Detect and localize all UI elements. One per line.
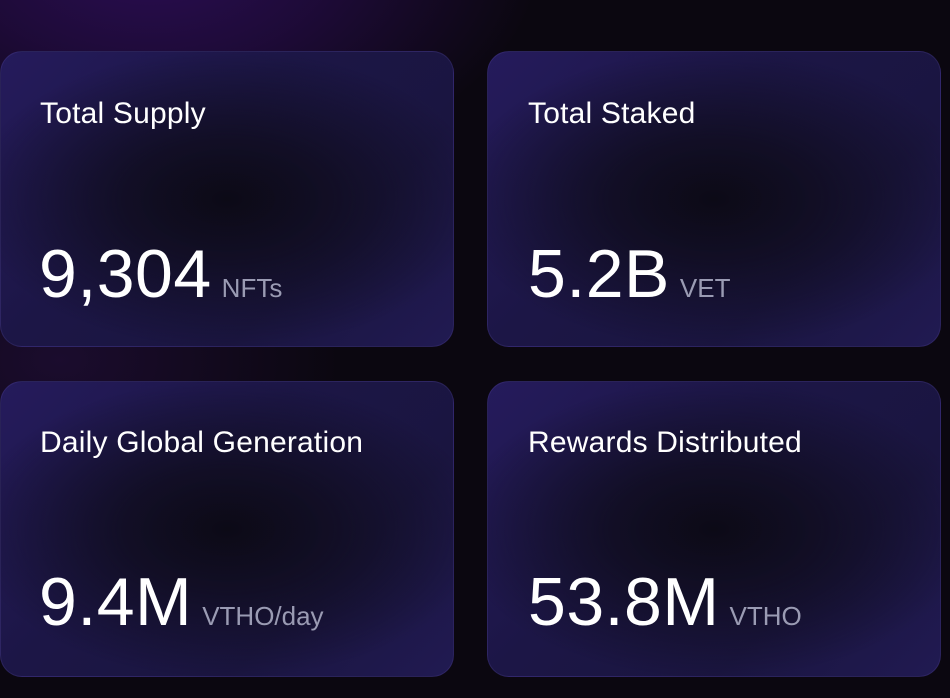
stat-unit: VTHO <box>729 601 802 631</box>
stat-value: 9.4M <box>39 564 193 640</box>
stat-card-total-staked: Total Staked 5.2B VET <box>487 51 941 347</box>
stat-card-daily-global-generation: Daily Global Generation 9.4M VTHO/day <box>0 381 454 677</box>
stat-card-title: Total Supply <box>40 97 206 130</box>
stat-unit: NFTs <box>221 273 283 303</box>
stat-card-title: Daily Global Generation <box>40 426 364 459</box>
stat-value: 9,304 <box>39 236 212 312</box>
stat-value-row: 5.2B VET <box>528 240 730 308</box>
stat-card-total-supply: Total Supply 9,304 NFTs <box>0 51 454 347</box>
stat-unit: VTHO/day <box>202 601 324 631</box>
stat-card-title: Rewards Distributed <box>528 426 802 459</box>
stat-value-row: 53.8M VTHO <box>528 568 802 636</box>
stat-value-row: 9.4M VTHO/day <box>39 568 324 636</box>
stat-unit: VET <box>679 273 731 303</box>
stat-value-row: 9,304 NFTs <box>39 240 282 308</box>
stat-card-title: Total Staked <box>528 97 696 130</box>
stat-card-rewards-distributed: Rewards Distributed 53.8M VTHO <box>487 381 941 677</box>
stat-value: 53.8M <box>528 564 720 640</box>
stat-value: 5.2B <box>528 236 670 312</box>
